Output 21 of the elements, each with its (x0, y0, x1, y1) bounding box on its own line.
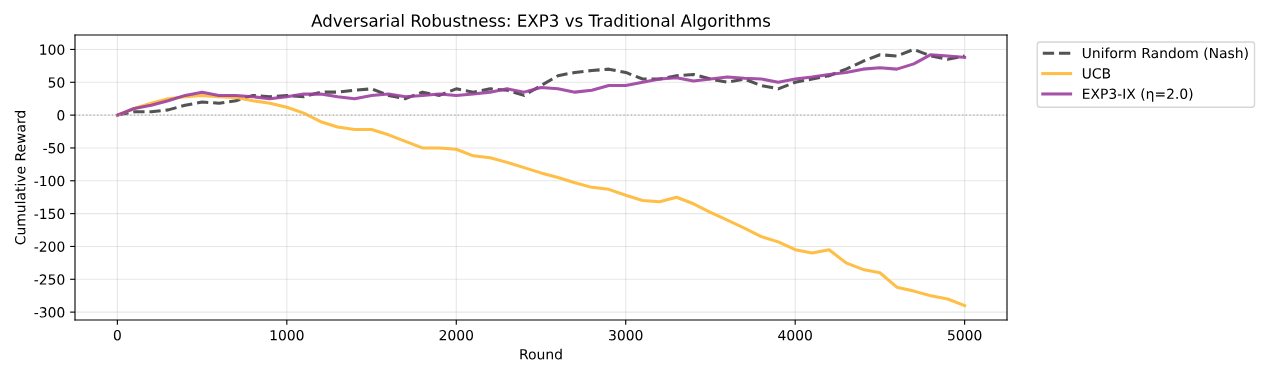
chart-title: Adversarial Robustness: EXP3 vs Traditional Algorithms (311, 14, 771, 31)
x-tick-label: 2000 (439, 329, 474, 341)
y-tick-label: 50 (48, 77, 65, 88)
y-tick-label: 100 (40, 44, 65, 55)
x-tick-label: 3000 (609, 329, 643, 341)
x-tick-label: 5000 (948, 329, 982, 341)
y-tick-label: -300 (34, 307, 65, 318)
x-tick-label: 4000 (778, 329, 812, 341)
y-axis-title: Cumulative Reward (14, 111, 26, 245)
y-tick-label: -50 (43, 142, 65, 154)
legend-label: UCB (1082, 68, 1111, 79)
y-tick-label: -100 (34, 175, 65, 187)
y-tick-label: -150 (34, 208, 65, 220)
legend-label: EXP3-IX (η=2.0) (1083, 88, 1193, 102)
y-tick-label: -250 (34, 274, 65, 285)
x-tick-label: 0 (113, 329, 121, 341)
y-tick-label: -200 (34, 241, 65, 252)
x-tick-label: 1000 (270, 329, 304, 341)
legend-label: Uniform Random (Nash) (1082, 47, 1248, 60)
x-axis-title: Round (520, 348, 562, 360)
y-tick-label: 0 (57, 110, 65, 121)
